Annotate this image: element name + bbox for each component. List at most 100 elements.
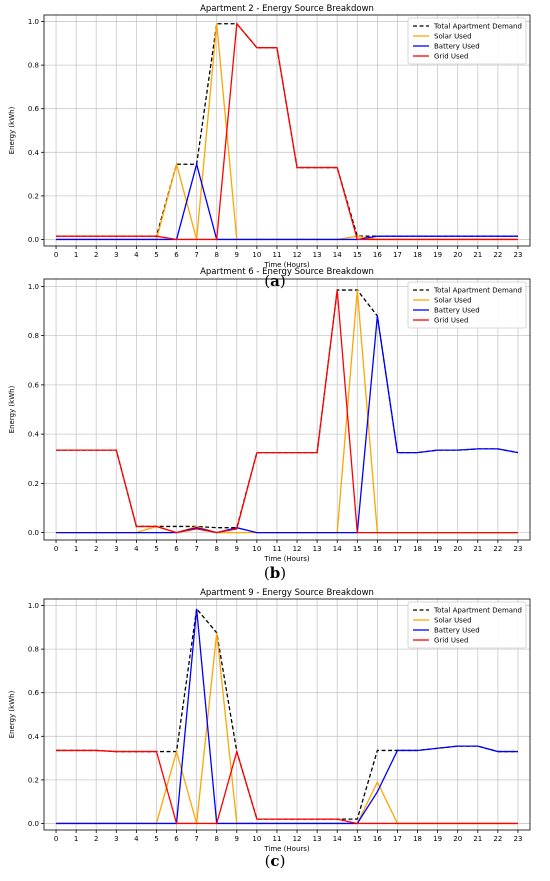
- y-tick-label: 0.6: [28, 381, 40, 389]
- y-tick-label: 0.2: [28, 192, 39, 200]
- y-tick-label: 0.0: [28, 820, 39, 828]
- legend-label-3: Grid Used: [434, 53, 468, 61]
- x-tick-label: 9: [235, 251, 239, 259]
- x-tick-label: 10: [252, 835, 261, 843]
- x-tick-label: 20: [453, 251, 462, 259]
- x-tick-label: 14: [333, 545, 342, 553]
- x-tick-label: 5: [154, 251, 158, 259]
- x-tick-label: 23: [513, 251, 522, 259]
- x-tick-label: 18: [413, 251, 422, 259]
- chart-title: Apartment 9 - Energy Source Breakdown: [200, 588, 374, 598]
- y-axis-label: Energy (kWh): [8, 690, 16, 738]
- y-tick-label: 1.0: [28, 602, 39, 610]
- chart-panel-1: 0 1 2 3 4 5 6 7 8 9 10 11 12 13 14 15 16 17 18 19 20 21 22 230.…: [8, 267, 531, 563]
- x-tick-label: 3: [114, 545, 118, 553]
- x-tick-label: 20: [453, 835, 462, 843]
- x-tick-label: 2: [94, 835, 98, 843]
- legend: Total Apartment Demand Solar Used Battery …: [407, 17, 527, 65]
- plot-frame: [43, 598, 531, 831]
- legend-label-1: Solar Used: [434, 33, 472, 41]
- x-tick-label: 8: [214, 835, 218, 843]
- y-tick-label: 1.0: [28, 283, 39, 291]
- caption-c: (c): [0, 852, 550, 870]
- y-tick-label: 0.6: [28, 105, 40, 113]
- x-tick-label: 13: [313, 251, 322, 259]
- x-tick-label: 18: [413, 545, 422, 553]
- y-tick-label: 0.8: [28, 62, 39, 70]
- y-tick-label: 0.0: [28, 529, 39, 537]
- legend-label-2: Battery Used: [434, 307, 480, 315]
- legend-label-0: Total Apartment Demand: [433, 607, 522, 615]
- x-tick-label: 6: [174, 545, 179, 553]
- x-tick-label: 1: [74, 251, 78, 259]
- y-axis-label: Energy (kWh): [8, 106, 16, 154]
- legend-label-3: Grid Used: [434, 317, 468, 325]
- caption-c-close: ): [279, 852, 286, 870]
- x-tick-label: 15: [353, 835, 362, 843]
- legend-label-1: Solar Used: [434, 297, 472, 305]
- caption-a-letter: a: [270, 272, 280, 290]
- x-tick-label: 0: [54, 251, 58, 259]
- chart-panel-2: 0 1 2 3 4 5 6 7 8 9 10 11 12 13 14 15 16 17 18 19 20 21 22 230.…: [8, 588, 531, 853]
- x-tick-label: 5: [154, 835, 158, 843]
- series-line-3: [56, 290, 518, 534]
- x-tick-label: 0: [54, 835, 58, 843]
- x-tick-label: 0: [54, 545, 58, 553]
- y-tick-label: 0.8: [28, 646, 39, 654]
- legend-box: [407, 281, 527, 329]
- legend: Total Apartment Demand Solar Used Battery …: [407, 281, 527, 329]
- series-line-3: [56, 749, 518, 825]
- y-tick-label: 0.4: [28, 431, 40, 439]
- x-tick-label: 9: [235, 835, 239, 843]
- caption-b-open: (: [263, 564, 270, 582]
- x-tick-label: 6: [174, 251, 179, 259]
- legend-label-2: Battery Used: [434, 627, 480, 635]
- caption-a-open: (: [264, 272, 271, 290]
- legend-label-2: Battery Used: [434, 43, 480, 51]
- x-tick-label: 21: [473, 545, 482, 553]
- x-tick-label: 4: [134, 835, 139, 843]
- x-tick-label: 15: [353, 251, 362, 259]
- plot-frame: [43, 278, 531, 541]
- x-tick-label: 21: [473, 835, 482, 843]
- caption-b-close: ): [280, 564, 287, 582]
- x-tick-label: 14: [333, 251, 342, 259]
- legend: Total Apartment Demand Solar Used Battery …: [407, 601, 527, 649]
- caption-b-letter: b: [269, 564, 281, 582]
- x-tick-label: 19: [433, 251, 442, 259]
- chart-title: Apartment 6 - Energy Source Breakdown: [200, 267, 374, 277]
- x-tick-label: 5: [154, 545, 158, 553]
- x-tick-label: 13: [313, 545, 322, 553]
- x-tick-label: 23: [513, 545, 522, 553]
- x-tick-label: 17: [393, 545, 402, 553]
- y-tick-label: 0.4: [28, 733, 40, 741]
- y-tick-label: 0.2: [28, 480, 39, 488]
- series-line-3: [56, 22, 518, 241]
- x-tick-label: 2: [94, 545, 98, 553]
- caption-a: (a): [0, 272, 550, 290]
- series-line-2: [56, 315, 519, 534]
- x-axis-label: Time (Hours): [263, 555, 310, 563]
- x-tick-label: 4: [134, 545, 139, 553]
- series-line-2: [56, 608, 518, 825]
- series-line-2: [56, 161, 518, 241]
- legend-label-0: Total Apartment Demand: [433, 287, 522, 295]
- legend-label-3: Grid Used: [434, 637, 468, 645]
- x-tick-label: 11: [272, 251, 281, 259]
- y-tick-label: 0.4: [28, 149, 40, 157]
- x-tick-label: 10: [252, 545, 261, 553]
- x-tick-label: 14: [333, 835, 342, 843]
- x-tick-label: 6: [174, 835, 179, 843]
- legend-label-0: Total Apartment Demand: [433, 23, 522, 31]
- caption-a-close: ): [279, 272, 286, 290]
- x-tick-label: 19: [433, 835, 442, 843]
- x-tick-label: 8: [214, 251, 218, 259]
- x-tick-label: 21: [473, 251, 482, 259]
- legend-box: [407, 601, 527, 649]
- x-tick-label: 23: [513, 835, 522, 843]
- x-tick-label: 8: [214, 545, 218, 553]
- x-tick-label: 11: [272, 545, 281, 553]
- x-tick-label: 3: [114, 251, 118, 259]
- legend-box: [407, 17, 527, 65]
